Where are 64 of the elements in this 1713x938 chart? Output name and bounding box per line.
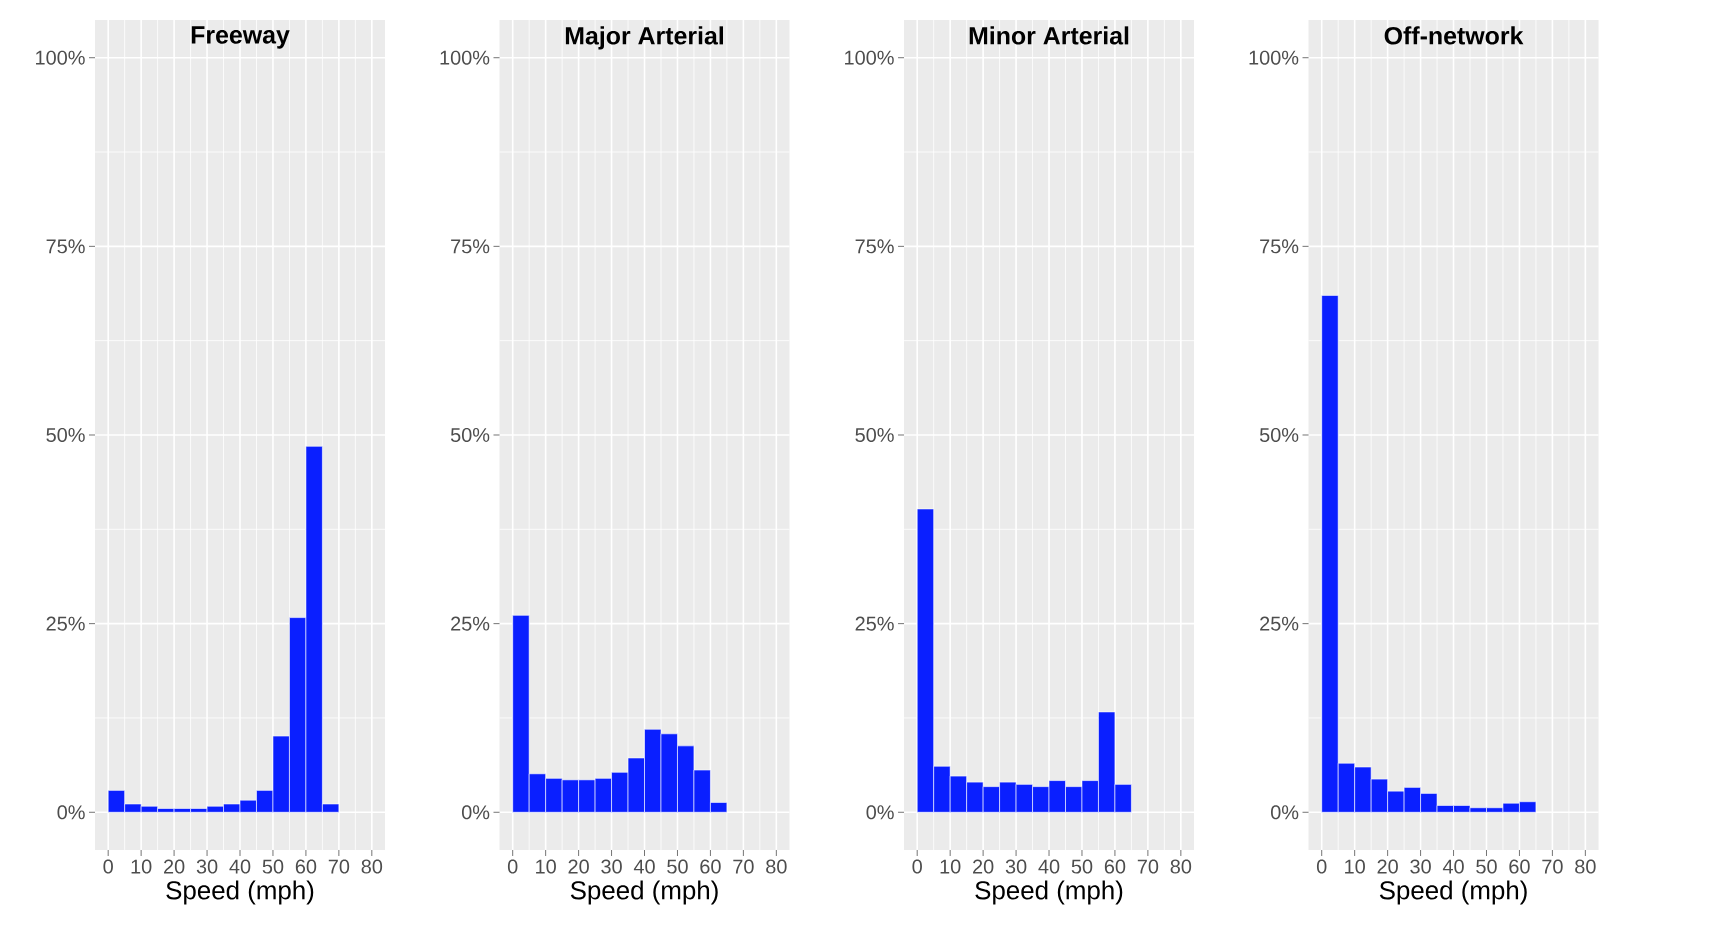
chart-title: Freeway — [191, 26, 290, 49]
y-tick-label: 25% — [1260, 616, 1299, 631]
x-tick-label: 60 — [1509, 859, 1530, 874]
x-tick-label: 70 — [328, 859, 350, 874]
y-tick-label: 100% — [36, 50, 85, 65]
x-tick-label: 0 — [1316, 859, 1327, 874]
x-tick-label: 60 — [1104, 859, 1126, 874]
x-tick-label: 20 — [568, 859, 589, 874]
x-tick-label: 40 — [633, 859, 655, 874]
x-tick-label: 80 — [766, 859, 787, 874]
y-tick-label: 0% — [57, 805, 85, 820]
x-tick-label: 40 — [1442, 859, 1464, 874]
chart-title: Minor Arterial — [969, 26, 1129, 45]
y-tick-label: 75% — [451, 239, 490, 254]
x-tick-label: 80 — [361, 859, 383, 874]
x-tick-label: 50 — [1071, 859, 1093, 874]
x-axis-title: Speed (mph) — [1379, 880, 1527, 905]
x-tick-label: 30 — [196, 859, 218, 874]
y-tick-label: 75% — [46, 239, 85, 254]
x-tick-label: 50 — [667, 859, 688, 874]
x-axis-title: Speed (mph) — [166, 880, 314, 905]
y-tick-label: 100% — [440, 50, 490, 65]
x-tick-label: 60 — [700, 859, 721, 874]
x-tick-label: 10 — [940, 859, 961, 874]
y-tick-label: 50% — [46, 427, 85, 443]
x-tick-label: 30 — [1410, 859, 1431, 874]
chart-title: Major Arterial — [565, 26, 723, 50]
x-tick-label: 0 — [507, 859, 518, 874]
x-tick-label: 70 — [1542, 859, 1563, 874]
y-tick-label: 25% — [855, 616, 894, 631]
y-tick-label: 100% — [1249, 50, 1299, 65]
x-tick-label: 40 — [1038, 859, 1060, 874]
x-tick-label: 0 — [103, 859, 113, 874]
y-tick-label: 25% — [46, 616, 85, 631]
x-tick-label: 50 — [1476, 859, 1497, 874]
x-axis-title: Speed (mph) — [975, 880, 1123, 905]
x-tick-label: 30 — [601, 859, 622, 874]
y-tick-label: 75% — [1260, 239, 1299, 254]
y-tick-label: 75% — [855, 239, 894, 254]
x-axis-title: Speed (mph) — [570, 880, 718, 905]
chart-title: Off-network — [1384, 26, 1524, 45]
y-tick-label: 0% — [1270, 805, 1299, 820]
x-tick-label: 20 — [1377, 859, 1398, 874]
x-tick-label: 10 — [131, 859, 152, 874]
x-tick-label: 30 — [1005, 859, 1027, 874]
x-tick-label: 60 — [295, 859, 317, 874]
y-tick-label: 0% — [461, 805, 490, 820]
y-tick-label: 0% — [866, 805, 894, 820]
x-tick-label: 0 — [912, 859, 922, 874]
x-tick-label: 20 — [973, 859, 994, 874]
x-tick-label: 70 — [733, 859, 754, 874]
y-tick-label: 100% — [845, 50, 894, 65]
x-tick-label: 70 — [1137, 859, 1159, 874]
x-tick-label: 40 — [229, 859, 251, 874]
x-tick-label: 10 — [536, 859, 556, 874]
x-tick-label: 80 — [1575, 859, 1596, 874]
y-tick-label: 50% — [450, 427, 490, 443]
x-tick-label: 50 — [262, 859, 284, 874]
y-tick-label: 50% — [1259, 427, 1299, 443]
x-tick-label: 20 — [164, 859, 185, 874]
y-tick-label: 50% — [855, 427, 894, 443]
y-tick-label: 25% — [451, 616, 490, 631]
x-tick-label: 10 — [1345, 859, 1365, 874]
x-tick-label: 80 — [1170, 859, 1192, 874]
